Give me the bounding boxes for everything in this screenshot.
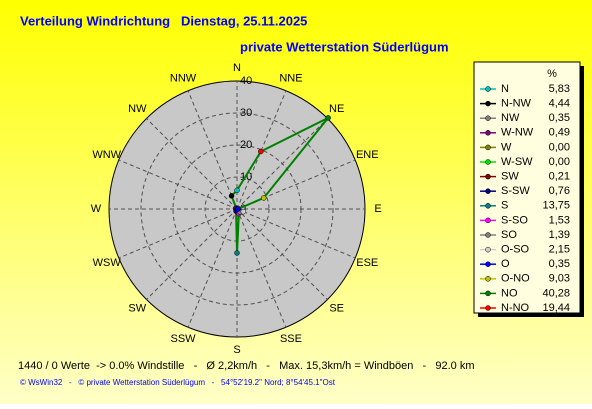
chart-title: Verteilung Windrichtung Dienstag, 25.11.…	[20, 13, 307, 28]
legend-marker	[485, 261, 491, 267]
point	[234, 187, 240, 194]
direction-label: NNW	[170, 73, 197, 85]
legend-marker	[485, 188, 491, 194]
direction-label: N	[233, 62, 241, 74]
legend-value: 0,00	[549, 141, 570, 153]
direction-label: WNW	[92, 149, 121, 161]
legend-label: SO	[501, 229, 517, 241]
legend-value: 1,53	[549, 214, 570, 226]
direction-label: NW	[128, 103, 147, 115]
legend-marker	[485, 276, 491, 282]
legend-header: %	[547, 68, 557, 80]
legend-value: 9,03	[549, 273, 570, 285]
legend-label: N	[501, 83, 509, 95]
r-tick-label: 40	[240, 75, 252, 87]
legend-label: SW	[501, 171, 519, 183]
point	[234, 250, 240, 256]
point	[325, 115, 331, 121]
legend-label: O-SO	[501, 244, 530, 256]
footer: 1440 / 0 Werte -> 0.0% Windstille - Ø 2,…	[18, 360, 474, 372]
legend-marker	[485, 130, 491, 136]
point	[258, 148, 264, 155]
legend-marker	[485, 159, 491, 165]
legend-value: 0,21	[549, 171, 570, 183]
point	[240, 208, 247, 215]
direction-label: SSE	[280, 333, 302, 345]
direction-label: ESE	[356, 257, 378, 269]
legend-label: S-SO	[501, 214, 528, 226]
legend-value: 0,35	[549, 258, 570, 270]
spoke	[146, 118, 238, 210]
legend-label: S-SW	[501, 185, 530, 197]
point	[260, 195, 267, 201]
legend-value: 1,39	[549, 229, 570, 241]
legend-marker	[485, 217, 491, 224]
legend-marker	[485, 246, 491, 253]
spoke	[187, 90, 238, 210]
direction-label: E	[374, 203, 381, 215]
direction-label: NE	[329, 103, 344, 115]
direction-label: S	[233, 344, 240, 356]
chart-subtitle: private Wetterstation Süderlügum	[240, 39, 449, 54]
legend-value: 40,28	[542, 287, 570, 299]
spoke	[236, 208, 356, 259]
legend-value: 0,49	[549, 127, 570, 139]
spoke	[146, 208, 238, 300]
legend-value: 0,00	[549, 156, 570, 168]
legend-label: W-NW	[501, 127, 534, 139]
legend-marker	[485, 173, 491, 180]
legend-marker	[485, 115, 491, 121]
legend-value: 0,76	[549, 185, 570, 197]
legend-label: NO	[501, 287, 518, 299]
legend-marker	[485, 305, 491, 311]
r-tick-label: 20	[240, 139, 252, 151]
legend-label: O-NO	[501, 273, 530, 285]
copyright: © WsWin32 - © private Wetterstation Süde…	[20, 378, 336, 387]
r-tick-label: 30	[240, 107, 252, 119]
spoke	[236, 208, 328, 300]
spoke	[236, 208, 287, 328]
legend-value: 5,83	[549, 83, 570, 95]
legend-marker	[485, 144, 491, 151]
legend-value: 13,75	[542, 200, 570, 212]
legend-label: S	[501, 200, 508, 212]
legend-value: 19,44	[542, 302, 570, 314]
spoke	[236, 118, 328, 210]
direction-label: W	[91, 203, 102, 215]
legend-label: N-NW	[501, 98, 532, 110]
spoke	[118, 159, 238, 210]
direction-label: SSW	[171, 333, 197, 345]
legend-label: O	[501, 258, 510, 270]
point	[235, 206, 241, 212]
grid-circle	[140, 112, 334, 306]
legend-label: N-NO	[501, 302, 530, 314]
legend-label: NW	[501, 112, 520, 124]
legend-value: 2,15	[549, 244, 570, 256]
legend-marker	[485, 86, 491, 92]
spoke	[187, 208, 238, 328]
legend-marker	[485, 232, 491, 238]
legend-value: 4,44	[549, 98, 570, 110]
direction-label: SW	[128, 303, 146, 315]
legend-marker	[485, 100, 491, 107]
direction-label: ENE	[356, 149, 379, 161]
legend-label: W-SW	[501, 156, 533, 168]
point	[228, 193, 235, 199]
legend-marker	[485, 290, 491, 297]
direction-label: WSW	[93, 257, 122, 269]
spoke	[118, 208, 238, 259]
legend-label: W	[501, 141, 512, 153]
legend-value: 0,35	[549, 112, 570, 124]
direction-label: SE	[329, 303, 344, 315]
legend-marker	[485, 203, 491, 209]
direction-label: NNE	[279, 73, 302, 85]
